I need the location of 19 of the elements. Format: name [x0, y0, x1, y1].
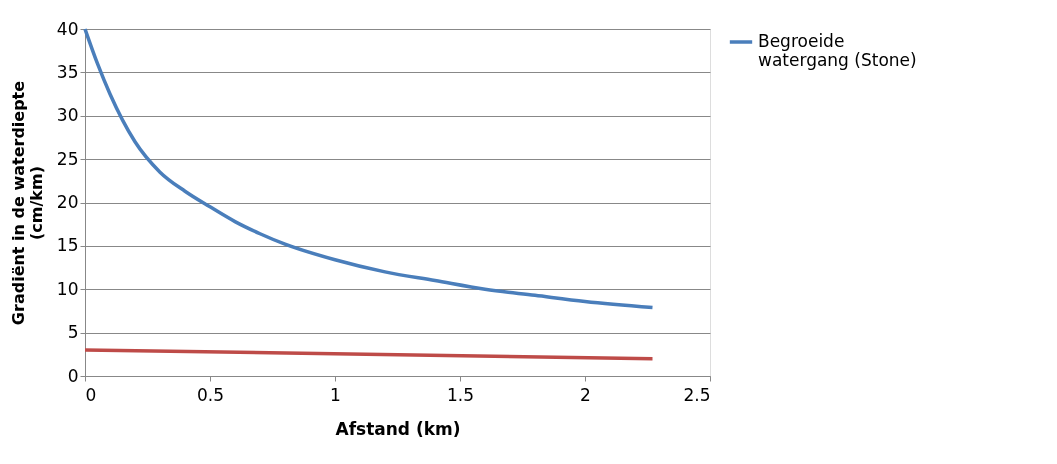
x-tick-label: 0.5: [196, 384, 225, 405]
y-tick-label: 0: [67, 365, 79, 386]
y-tick-label: 5: [67, 322, 79, 343]
y-tick-label: 30: [56, 105, 79, 126]
y-tick-label: 25: [56, 148, 79, 169]
x-tick-label: 2: [580, 384, 591, 405]
line-series: [83, 27, 655, 310]
x-axis-title: Afstand (km): [335, 418, 461, 439]
x-tick-label: 2.5: [683, 384, 711, 405]
legend-label: Begroeide watergang (Stone): [758, 31, 917, 70]
y-tick-label: 20: [56, 192, 79, 212]
x-tick-label: 0: [85, 384, 97, 405]
y-axis-title: Gradiënt in de waterdiepte (cm/km): [8, 80, 46, 326]
y-tick-label: 15: [56, 235, 79, 256]
y-tick-label: 10: [56, 278, 79, 299]
x-tick-label: 1.5: [446, 384, 475, 405]
x-tick-label: 1: [330, 384, 341, 405]
y-tick-label: 40: [56, 18, 79, 39]
y-tick-label: 35: [56, 61, 79, 82]
